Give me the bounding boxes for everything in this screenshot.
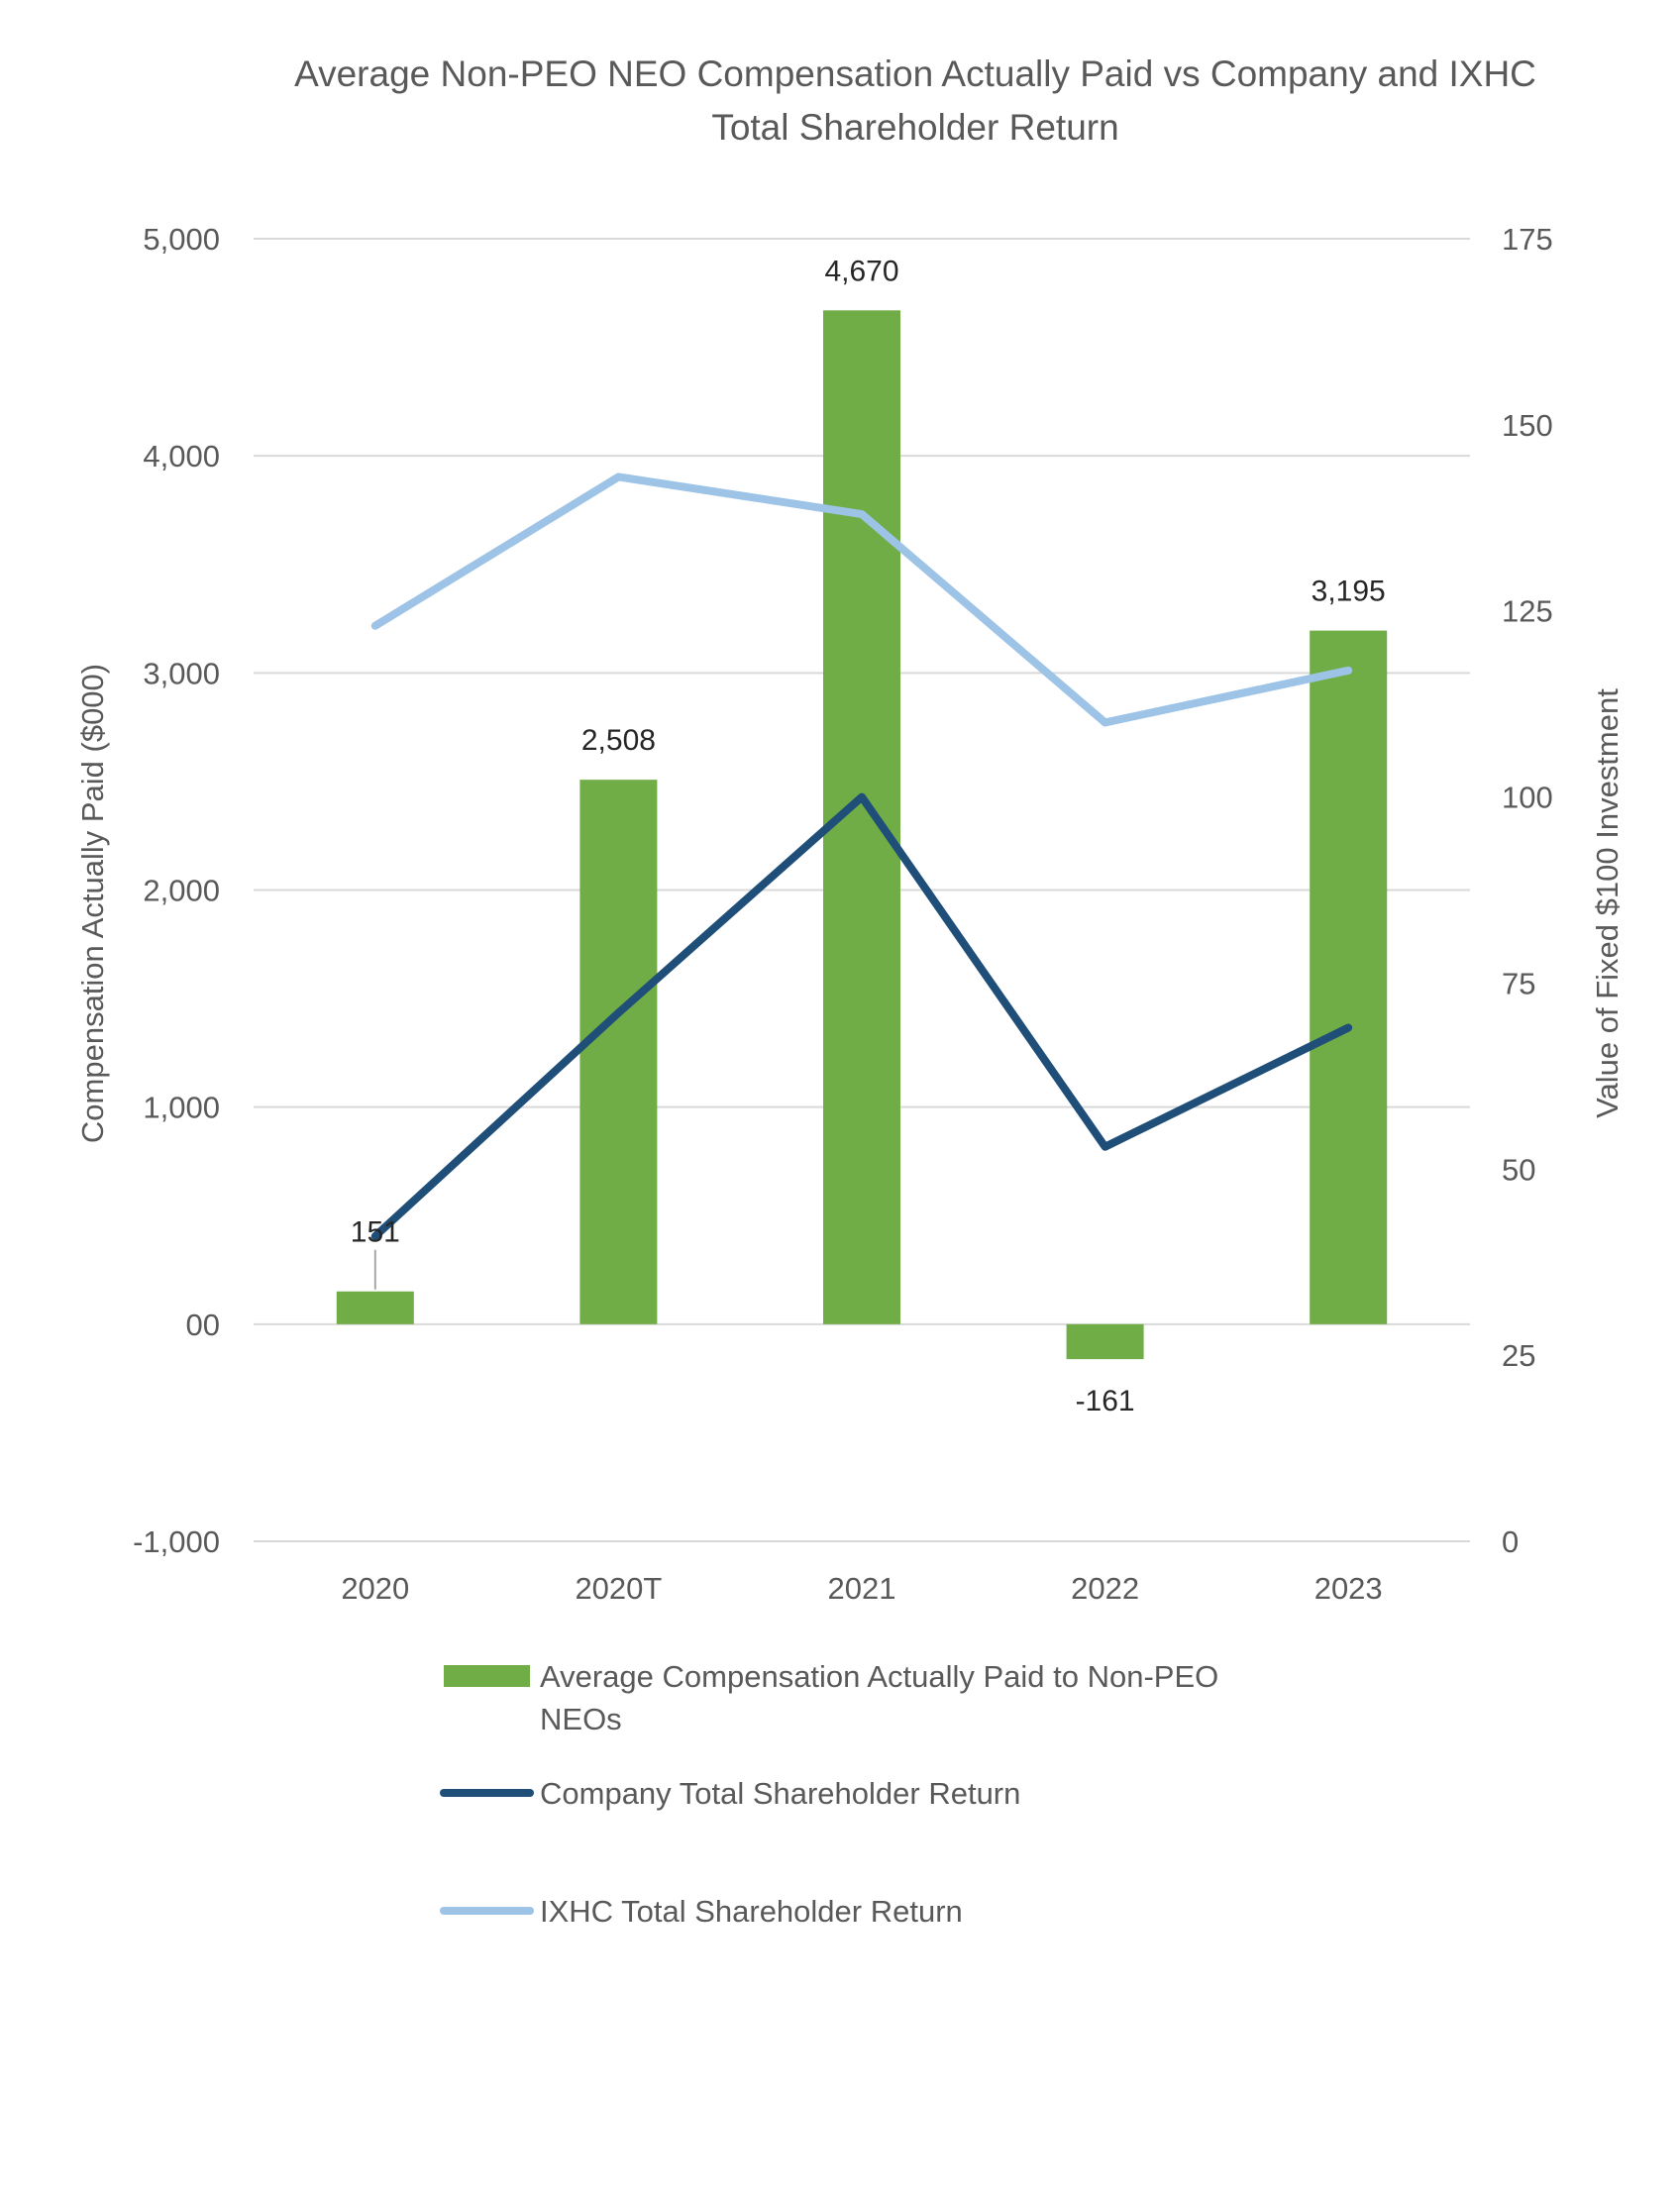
legend-bar-label-line-2: NEOs	[540, 1702, 622, 1736]
left-tick-label: 5,000	[143, 222, 220, 257]
right-tick-label: 75	[1502, 966, 1535, 1000]
right-axis-title: Value of Fixed $100 Investment	[1590, 688, 1625, 1118]
left-tick-label: 2,000	[143, 874, 220, 908]
bar	[579, 780, 658, 1324]
x-tick-label: 2020T	[575, 1571, 662, 1606]
x-tick-label: 2022	[1071, 1571, 1139, 1606]
bar-data-label: 2,508	[581, 724, 656, 757]
legend-company-tsr-label: Company Total Shareholder Return	[540, 1776, 1020, 1811]
chart-title-line-1: Average Non-PEO NEO Compensation Actuall…	[294, 53, 1536, 94]
bar-data-label: 3,195	[1312, 576, 1386, 608]
bar-data-labels: 151 2,508 4,670 -161 3,195	[351, 255, 1386, 1417]
line-series	[370, 472, 1353, 1240]
x-axis-ticks: 2020 2020T 2021 2022 2023	[341, 1571, 1382, 1606]
bar	[1310, 630, 1388, 1324]
bar-data-label: 4,670	[824, 255, 898, 287]
right-tick-label: 100	[1502, 781, 1553, 815]
right-axis-ticks: 0 25 50 75 100 125 150 175	[1502, 222, 1553, 1559]
legend-ixhc-tsr-label: IXHC Total Shareholder Return	[540, 1894, 963, 1929]
x-tick-label: 2023	[1314, 1571, 1383, 1606]
bar	[336, 1291, 414, 1324]
bar-data-label: 151	[351, 1216, 400, 1249]
legend: Average Compensation Actually Paid to No…	[440, 1659, 1218, 1929]
left-axis-title: Compensation Actually Paid ($000)	[75, 664, 110, 1143]
bar-data-label: -161	[1076, 1385, 1135, 1417]
bar-series	[336, 310, 1388, 1360]
left-tick-label: 4,000	[143, 439, 220, 473]
x-tick-label: 2021	[828, 1571, 896, 1606]
left-axis-ticks: -1,000 00 1,000 2,000 3,000 4,000 5,000	[133, 222, 220, 1559]
left-tick-label: -1,000	[133, 1524, 220, 1559]
chart-title-line-2: Total Shareholder Return	[711, 107, 1118, 148]
right-tick-label: 0	[1502, 1524, 1519, 1559]
left-tick-label: 00	[186, 1308, 220, 1342]
x-tick-label: 2020	[341, 1571, 409, 1606]
left-tick-label: 3,000	[143, 656, 220, 690]
company-tsr-line	[370, 792, 1353, 1240]
right-tick-label: 25	[1502, 1338, 1535, 1373]
left-tick-label: 1,000	[143, 1091, 220, 1125]
ixhc-tsr-line	[370, 472, 1353, 727]
right-tick-label: 175	[1502, 222, 1553, 257]
legend-bar-swatch	[444, 1665, 530, 1687]
right-tick-label: 50	[1502, 1152, 1535, 1187]
right-tick-label: 150	[1502, 408, 1553, 443]
legend-bar-label-line-1: Average Compensation Actually Paid to No…	[540, 1659, 1218, 1694]
right-tick-label: 125	[1502, 594, 1553, 629]
bar	[1066, 1323, 1144, 1360]
